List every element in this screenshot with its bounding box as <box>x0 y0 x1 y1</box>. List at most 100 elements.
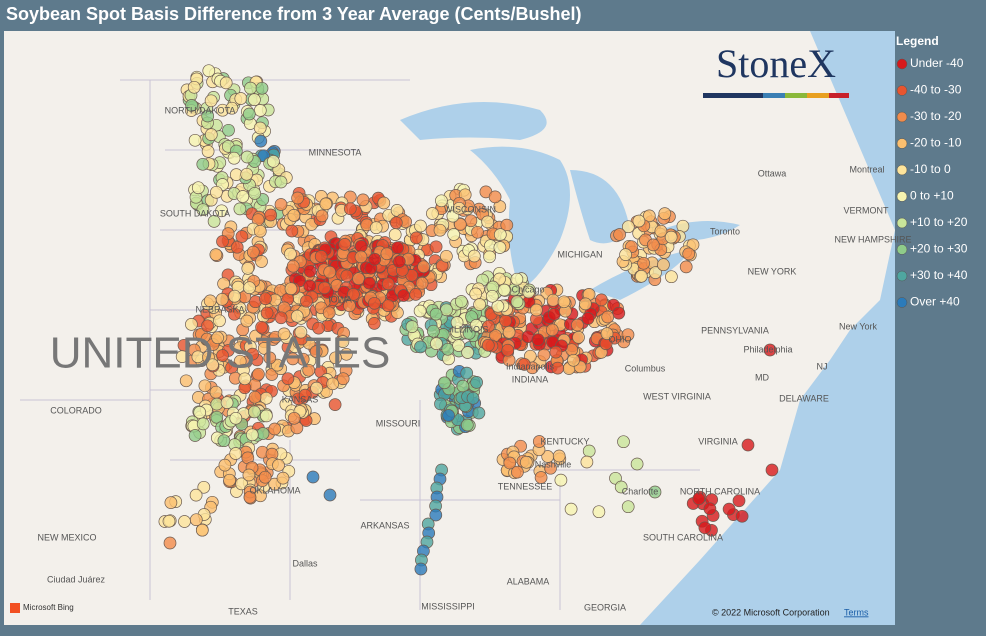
data-point <box>338 238 352 251</box>
data-point <box>552 449 566 463</box>
data-point <box>503 456 517 470</box>
data-point <box>228 289 241 303</box>
data-point <box>469 287 483 301</box>
data-point <box>201 109 215 123</box>
data-point <box>567 353 580 367</box>
ocean <box>640 31 895 625</box>
data-point <box>243 281 256 295</box>
data-point <box>692 492 706 506</box>
data-point <box>260 306 274 320</box>
legend: Under -40 -40 to -30 -30 to -20 -20 to -10 -… <box>896 56 968 309</box>
legend-swatch <box>896 217 908 229</box>
map-label: Charlotte <box>622 486 659 496</box>
data-point <box>188 429 202 442</box>
data-point <box>220 396 234 409</box>
data-point <box>630 457 644 471</box>
logo-bar <box>785 93 807 98</box>
data-point <box>233 202 247 216</box>
legend-label: +20 to +30 <box>910 242 968 256</box>
map-label: WISCONSIN <box>444 204 496 214</box>
map-label: Nashville <box>535 459 572 469</box>
data-point <box>362 276 376 290</box>
data-point <box>162 514 176 528</box>
map-label: UNITED STATES <box>50 329 391 378</box>
data-point <box>228 307 241 321</box>
data-point <box>222 123 235 137</box>
data-point <box>519 455 533 469</box>
data-point <box>429 307 443 321</box>
data-point <box>213 314 226 328</box>
map-label: DELAWARE <box>779 393 829 403</box>
data-point <box>248 93 261 106</box>
map-label: MICHIGAN <box>558 249 603 259</box>
data-point <box>409 231 423 245</box>
data-point <box>259 292 272 306</box>
data-point <box>272 458 285 472</box>
data-point <box>632 214 646 228</box>
data-point <box>216 235 229 248</box>
data-point <box>185 318 198 331</box>
legend-swatch <box>896 138 908 149</box>
copyright: © 2022 Microsoft Corporation <box>712 607 830 617</box>
data-point <box>703 502 717 516</box>
map-label: NORTH CAROLINA <box>680 486 760 496</box>
terms-link[interactable]: Terms <box>844 607 869 617</box>
data-point <box>319 197 333 211</box>
data-point <box>613 228 626 241</box>
data-point <box>265 368 279 381</box>
data-point <box>286 352 300 366</box>
data-point <box>274 198 288 211</box>
logo-bar <box>829 93 849 98</box>
data-point <box>290 309 304 323</box>
map-label: ARKANSAS <box>360 520 409 530</box>
data-point <box>185 99 198 112</box>
map-label: Toronto <box>710 226 740 236</box>
legend-label: 0 to +10 <box>910 189 954 203</box>
data-point <box>322 306 336 320</box>
map-label: TEXAS <box>228 606 258 616</box>
logo-bar <box>703 93 763 98</box>
data-point <box>236 190 250 203</box>
data-point <box>196 203 210 217</box>
data-point <box>391 241 404 255</box>
data-point <box>450 316 464 329</box>
map-label: MISSISSIPPI <box>421 601 475 611</box>
data-point <box>312 321 325 335</box>
data-point <box>243 490 257 504</box>
data-point <box>204 128 218 141</box>
legend-title: Legend <box>896 34 939 48</box>
map-label: OKLAHOMA <box>249 485 300 495</box>
data-point <box>215 204 228 218</box>
data-point <box>534 471 548 484</box>
data-point <box>617 435 630 449</box>
data-point <box>227 151 241 165</box>
map-label: NEBRASKA <box>195 304 244 314</box>
data-point <box>763 343 777 357</box>
data-point <box>340 269 354 283</box>
data-point <box>546 293 560 307</box>
legend-swatch <box>896 111 908 123</box>
data-point <box>665 270 678 284</box>
data-point <box>323 488 337 502</box>
map-label: New York <box>839 321 878 331</box>
lake-superior <box>400 102 547 140</box>
data-point <box>285 224 299 238</box>
data-point <box>242 107 256 121</box>
data-point <box>414 340 427 354</box>
data-point <box>469 319 483 332</box>
data-point <box>682 247 696 261</box>
data-point <box>204 94 218 108</box>
data-point <box>470 376 483 389</box>
map-label: MINNESOTA <box>309 147 362 157</box>
data-point <box>648 485 662 499</box>
data-point <box>442 409 455 422</box>
data-point <box>417 260 430 274</box>
legend-label: -10 to 0 <box>910 162 951 176</box>
map-label: SOUTH DAKOTA <box>160 208 230 218</box>
map-label: MISSOURI <box>376 418 421 428</box>
data-point <box>467 249 481 263</box>
data-point <box>329 351 342 365</box>
data-point <box>244 81 257 95</box>
data-point <box>549 345 563 359</box>
data-point <box>216 349 229 362</box>
